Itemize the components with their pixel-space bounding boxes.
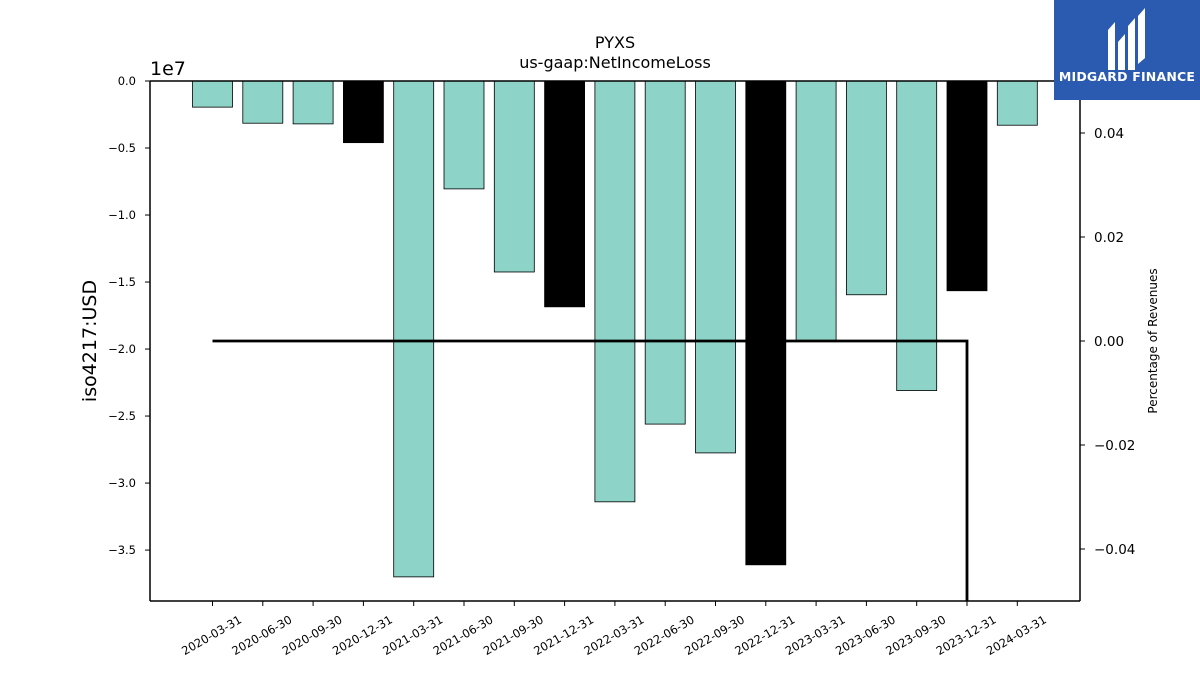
- y2-axis-label: Percentage of Revenues: [1146, 268, 1160, 413]
- bar-2020-09-30: [292, 80, 334, 125]
- chart-title: PYXS: [595, 33, 635, 52]
- y-tick-label: −1.0: [108, 208, 136, 222]
- brand-logo: MIDGARD FINANCE: [1054, 0, 1200, 100]
- y-tick-label: −3.0: [108, 476, 136, 490]
- bar-2023-03-31: [795, 80, 837, 342]
- y2-tick-label: 0.00: [1094, 334, 1124, 350]
- bar-2022-06-30: [644, 80, 686, 425]
- bar-2020-03-31: [192, 80, 233, 108]
- bar-2023-12-31: [946, 80, 988, 292]
- y-offset-label: 1e7: [150, 58, 186, 80]
- bar-2021-03-31: [393, 80, 435, 578]
- bar-2021-06-30: [443, 80, 485, 190]
- y2-tick-label: −0.02: [1094, 438, 1135, 454]
- percentage-line: [212, 339, 969, 601]
- y2-tick-label: 0.02: [1094, 230, 1124, 246]
- chart-subtitle: us-gaap:NetIncomeLoss: [519, 53, 711, 72]
- y-tick-label: −2.5: [108, 409, 136, 423]
- y-tick-label: −0.5: [108, 141, 136, 155]
- y-tick-label: −1.5: [108, 275, 136, 289]
- bar-2022-03-31: [594, 80, 636, 503]
- bar-2021-09-30: [493, 80, 535, 273]
- bar-2022-12-31: [745, 80, 787, 566]
- midgard-logo-icon: [1108, 8, 1145, 70]
- bar-2023-09-30: [896, 80, 938, 391]
- brand-logo-text: MIDGARD FINANCE: [1058, 69, 1196, 84]
- y-tick-label: 0.0: [118, 74, 136, 88]
- y-axis-label: iso4217:USD: [79, 280, 101, 402]
- y2-tick-label: 0.04: [1094, 126, 1124, 142]
- bar-2024-03-31: [996, 80, 1038, 126]
- bar-2021-12-31: [544, 80, 585, 308]
- y-tick-label: −3.5: [108, 543, 136, 557]
- bar-2022-09-30: [695, 80, 736, 454]
- y2-tick-label: −0.04: [1094, 542, 1135, 558]
- bar-2020-06-30: [242, 80, 284, 124]
- bar-2023-06-30: [846, 80, 887, 296]
- y-tick-label: −2.0: [108, 342, 136, 356]
- bar-2020-12-31: [342, 80, 384, 144]
